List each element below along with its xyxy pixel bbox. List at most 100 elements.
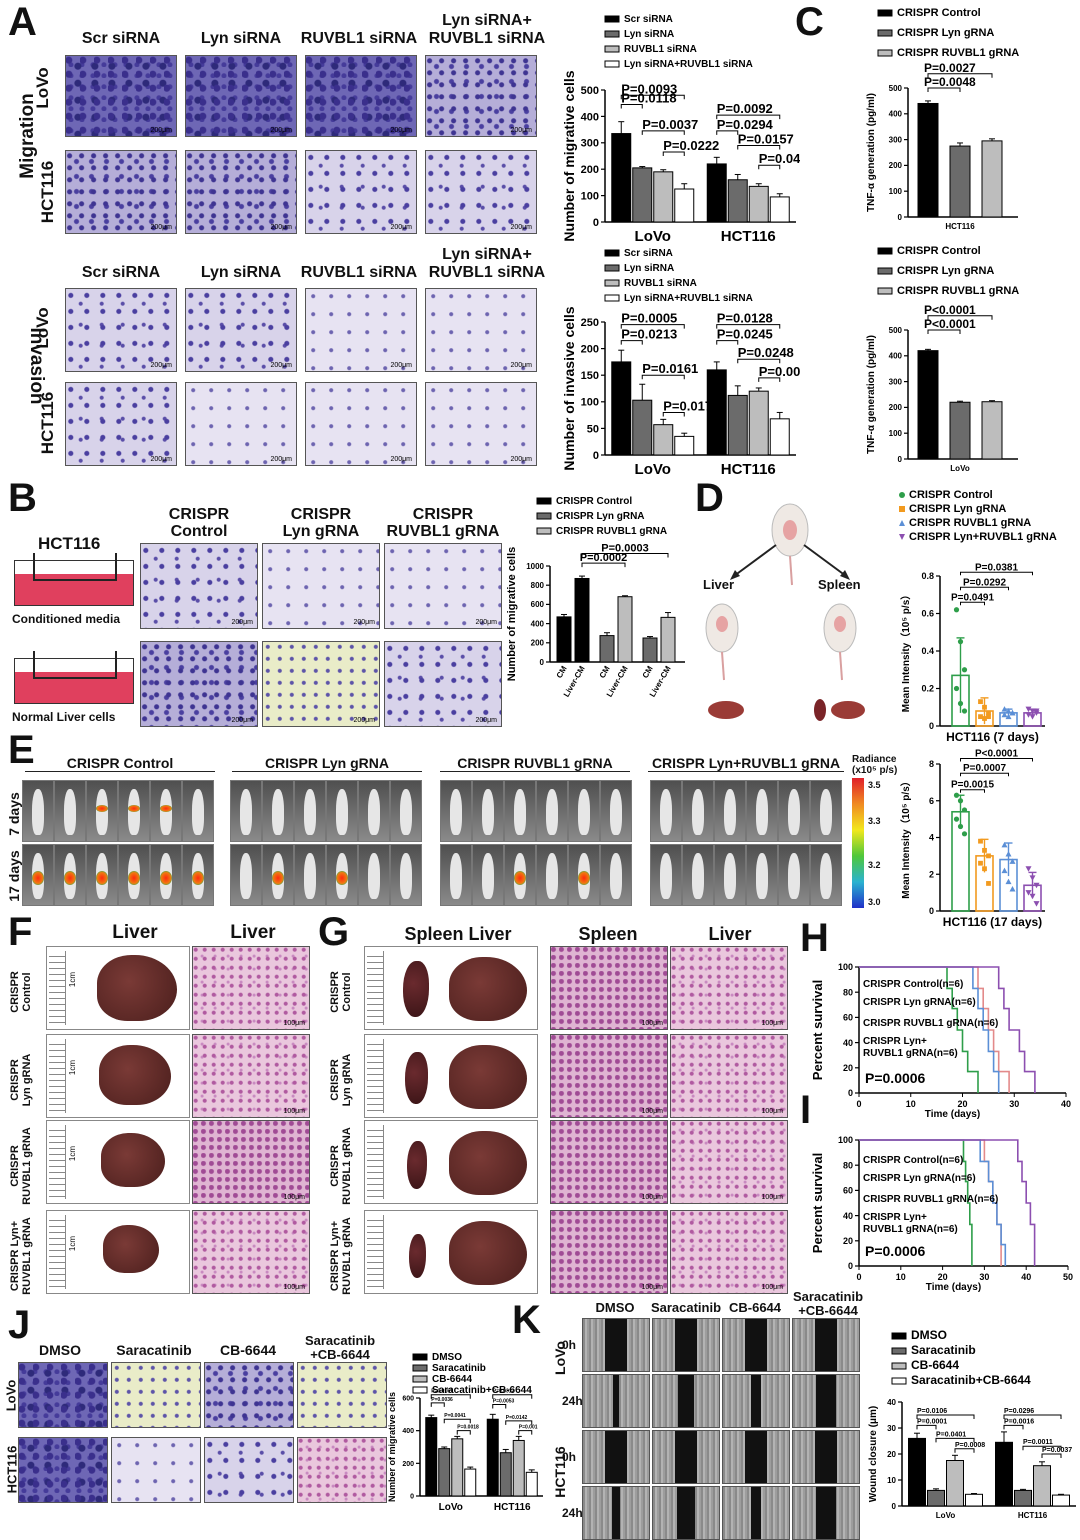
A_invasion-pvalue-6: P=0.0248 [738,345,794,360]
E_scatter-point-g2-2 [1009,858,1016,864]
e-mouse-g3-r1-2 [714,844,746,906]
g-liver-2 [449,1131,527,1195]
e-mouse-g1-r1-0 [230,844,262,906]
E_scatter-pvalue-1: P=0.0007 [963,763,1007,774]
e-group-title-3: CRISPR RUVBL1 gRNA [440,755,630,772]
e-signal-spot [514,871,526,885]
E_scatter-point-g2-5 [1009,885,1016,892]
A_migration-bar-g0-b3 [674,188,695,223]
e-radiance-colorbar [852,778,864,908]
J_migration-legend-swatch-2 [412,1375,428,1383]
A_invasion-pvalue-0: P=0.0005 [621,311,677,326]
J_migration-pbracket-5 [492,1404,507,1409]
k-wound-gap [815,1431,837,1483]
b-cm-control: 200μm [140,543,258,629]
panel-label-c: C [795,0,824,44]
K_wound-bar-g0-b3 [965,1493,983,1507]
B_migration-ytick-label-0: 0 [540,658,545,667]
H_survival-ytick-label-1: 20 [843,1063,853,1073]
A_invasion-ytick-label-0: 0 [593,450,599,462]
e-mouse-g3-r1-3 [746,844,778,906]
H_survival-xtick-label-0: 0 [856,1099,861,1109]
g-row-label-0: CRISPR Control [329,971,353,1013]
B_migration-cat-2: CM [598,664,612,680]
d-mouse-center-tail [789,555,793,586]
D_scatter-point-g2-5 [1009,709,1016,716]
D_scatter-point-g3-3 [1025,712,1032,718]
k-wound-gap [816,1375,836,1427]
J_migration-pvalue-7: P=0.001 [519,1425,538,1431]
D_scatter-pbracket-1 [960,586,1009,591]
J_migration-ytick-label-1: 200 [402,1461,414,1468]
e-radiance-tick-4: 3.0 [868,897,881,907]
f-liver-photo-2: 1cm [46,1120,190,1204]
D_scatter-ytick-label-2: 0.4 [921,646,934,656]
g-spleen-2 [407,1141,427,1189]
I_survival-xtick-label-5: 50 [1063,1272,1073,1282]
b-col-title-1: CRISPR Control [168,506,230,540]
d-mouse-illustration [705,503,865,721]
B_migration-bar-1 [574,577,590,663]
b-cm-lyn: 200μm [262,543,380,629]
C_LoVo-legend-label-2: CRISPR RUVBL1 gRNA [897,285,1019,297]
C_HCT116-ytick-label-4: 400 [889,110,903,119]
H_survival-xtick-label-3: 30 [1009,1099,1019,1109]
A_migration-legend-label-1: Lyn siRNA [624,29,674,40]
e-signal-spot [128,871,140,885]
A_migration-ytick-label-2: 200 [581,164,599,176]
A_migration-pbracket-6 [737,144,781,150]
K_wound-bar-g0-b1 [927,1489,945,1507]
B_migration-ytick-label-3: 600 [531,600,545,609]
f-ruler-1 [49,1039,66,1113]
C_LoVo-bar-0 [917,350,939,460]
A_migration-pvalue-0: P=0.0093 [621,81,677,96]
chart-i-survival: 0 20 40 60 80 100 0 10 20 30 40 50 Time (days) Percen… [810,1128,1080,1300]
b-cm-ruvbl1: 200μm [384,543,502,629]
B_migration-bar-0 [556,616,572,663]
A_migration-ylabel: Number of migrative cells [561,70,577,241]
J_migration-pbracket-3 [456,1430,471,1435]
A_invasion-pbracket-3 [662,411,685,417]
A_invasion-pbracket-4 [716,324,781,329]
H_survival-xlabel: Time (days) [925,1109,980,1120]
B_migration-bar-5 [660,616,676,663]
a-mig-lovo-combo: 200μm [425,55,537,137]
J_migration-pvalue-1: P=0.0036 [431,1397,453,1403]
a-mig-lovo-scr: 200μm [65,55,177,137]
E_scatter-ytick-label-2: 4 [929,833,934,843]
e-signal-spot [336,871,348,885]
E_scatter-point-g3-0 [1025,866,1032,872]
E_scatter-ytick-label-0: 0 [929,906,934,916]
H_survival-ytick-label-3: 60 [843,1013,853,1023]
C_LoVo-legend-swatch-1 [877,267,893,275]
A_migration-group-label-1: HCT116 [721,228,776,245]
f-liver-photo-1: 1cm [46,1034,190,1118]
e-group-title-2: CRISPR Lyn gRNA [232,755,422,772]
C_HCT116-legend-label-1: CRISPR Lyn gRNA [897,27,994,39]
C_LoVo-bar-1 [949,401,971,460]
J_migration-legend-label-0: DMSO [432,1352,462,1363]
e-mouse-g2-r1-0 [440,844,472,906]
f-row-label-3: CRISPR Lyn+ RUVBL1 gRNA [9,1217,33,1295]
E_scatter-point-g2-1 [1005,851,1012,857]
e-mouse-g3-r0-4 [778,780,810,842]
K_wound-ylabel: Wound closure (μm) [868,1406,879,1503]
A_migration-bar-g1-b2 [748,185,769,223]
j-col-title-1: DMSO [39,1342,81,1358]
A_migration-pvalue-7: P=0.0461 [759,151,800,166]
K_wound-pbracket-2 [935,1437,975,1443]
f-ruler-0 [49,951,66,1025]
d-liver-organ-left [708,701,744,719]
C_LoVo-ytick-label-1: 100 [889,429,903,438]
chart-e-scatter: 0 2 4 6 8 Mean Intensity（10⁵ p/s） HCT116 (17 d… [895,744,1080,930]
E_scatter-point-g1-1 [982,847,987,853]
H_survival-series-3 [859,966,1036,1093]
a-inv-col-title-4: Lyn siRNA+ RUVBL1 siRNA [428,246,546,281]
H_survival-ytick-label-2: 40 [843,1038,853,1048]
A_migration-pbracket-0 [620,94,685,100]
b-liver-ruvbl1: 200μm [384,641,502,727]
E_scatter-point-g0-1 [957,798,964,804]
K_wound-legend-swatch-0 [891,1332,907,1340]
E_scatter-ytick-label-4: 8 [929,759,934,769]
D_scatter-point-g1-4 [982,716,987,721]
